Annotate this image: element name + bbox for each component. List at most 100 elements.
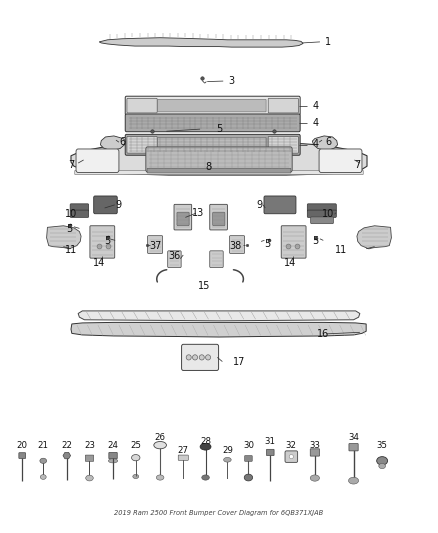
FancyBboxPatch shape xyxy=(264,196,296,214)
FancyBboxPatch shape xyxy=(19,453,25,458)
Text: 6: 6 xyxy=(325,137,332,147)
FancyBboxPatch shape xyxy=(178,455,188,461)
Ellipse shape xyxy=(377,457,388,465)
FancyBboxPatch shape xyxy=(76,149,119,173)
Polygon shape xyxy=(341,154,357,166)
FancyBboxPatch shape xyxy=(285,451,298,463)
Polygon shape xyxy=(100,136,126,150)
FancyBboxPatch shape xyxy=(147,168,291,173)
Text: 20: 20 xyxy=(17,441,28,450)
Text: 5: 5 xyxy=(67,224,73,234)
Text: 5: 5 xyxy=(313,237,319,246)
FancyBboxPatch shape xyxy=(311,217,333,224)
Ellipse shape xyxy=(199,355,204,360)
FancyBboxPatch shape xyxy=(127,98,157,113)
Polygon shape xyxy=(357,226,392,249)
Text: 28: 28 xyxy=(200,437,211,446)
FancyBboxPatch shape xyxy=(177,212,189,226)
Ellipse shape xyxy=(86,475,93,481)
Polygon shape xyxy=(71,142,367,175)
FancyBboxPatch shape xyxy=(319,149,362,173)
Text: 8: 8 xyxy=(205,162,212,172)
FancyBboxPatch shape xyxy=(94,196,117,214)
Text: 16: 16 xyxy=(317,329,329,340)
Text: 5: 5 xyxy=(216,124,222,134)
FancyBboxPatch shape xyxy=(70,204,88,211)
Text: 11: 11 xyxy=(65,245,77,255)
FancyBboxPatch shape xyxy=(109,453,117,459)
Ellipse shape xyxy=(289,455,293,459)
Text: 10: 10 xyxy=(65,209,77,219)
Ellipse shape xyxy=(205,355,211,360)
Polygon shape xyxy=(46,226,81,249)
Polygon shape xyxy=(63,453,71,459)
Ellipse shape xyxy=(109,459,118,463)
Text: 1: 1 xyxy=(325,37,332,47)
Polygon shape xyxy=(78,311,360,321)
FancyBboxPatch shape xyxy=(125,114,300,132)
FancyBboxPatch shape xyxy=(127,136,157,153)
Polygon shape xyxy=(81,154,97,166)
Polygon shape xyxy=(312,136,338,150)
Ellipse shape xyxy=(244,474,253,481)
Text: 29: 29 xyxy=(222,446,233,455)
FancyBboxPatch shape xyxy=(307,210,336,217)
Text: 15: 15 xyxy=(198,281,211,292)
Text: 23: 23 xyxy=(84,441,95,450)
FancyBboxPatch shape xyxy=(85,455,94,462)
Text: 30: 30 xyxy=(243,441,254,450)
FancyBboxPatch shape xyxy=(349,443,358,451)
Ellipse shape xyxy=(40,458,46,463)
Polygon shape xyxy=(71,322,366,337)
Text: 6: 6 xyxy=(119,137,125,147)
Text: 35: 35 xyxy=(377,441,388,450)
Text: 4: 4 xyxy=(313,118,319,128)
Text: 17: 17 xyxy=(233,357,245,367)
Ellipse shape xyxy=(40,475,46,479)
Ellipse shape xyxy=(310,475,319,481)
Text: 27: 27 xyxy=(178,446,189,455)
Text: 13: 13 xyxy=(192,208,204,218)
Text: 9: 9 xyxy=(115,200,121,210)
Ellipse shape xyxy=(379,463,385,469)
FancyBboxPatch shape xyxy=(281,226,306,258)
Text: 37: 37 xyxy=(149,240,161,251)
FancyBboxPatch shape xyxy=(266,449,274,456)
FancyBboxPatch shape xyxy=(158,138,266,152)
FancyBboxPatch shape xyxy=(210,251,223,268)
Text: 33: 33 xyxy=(309,441,320,450)
Ellipse shape xyxy=(349,477,359,484)
FancyBboxPatch shape xyxy=(213,212,225,226)
FancyBboxPatch shape xyxy=(125,134,300,155)
FancyBboxPatch shape xyxy=(310,449,319,456)
Text: 38: 38 xyxy=(230,240,242,251)
Text: 10: 10 xyxy=(322,209,335,219)
Ellipse shape xyxy=(131,455,140,461)
Text: 5: 5 xyxy=(264,239,271,249)
FancyBboxPatch shape xyxy=(168,251,181,268)
Text: 14: 14 xyxy=(93,259,105,269)
Text: 22: 22 xyxy=(61,441,72,450)
Text: 7: 7 xyxy=(68,160,74,170)
Text: 36: 36 xyxy=(169,251,181,261)
Text: 4: 4 xyxy=(313,139,319,149)
Ellipse shape xyxy=(202,475,209,480)
Text: 2019 Ram 2500 Front Bumper Cover Diagram for 6QB371XJAB: 2019 Ram 2500 Front Bumper Cover Diagram… xyxy=(114,510,324,516)
Text: 34: 34 xyxy=(348,433,359,442)
Ellipse shape xyxy=(156,475,164,480)
FancyBboxPatch shape xyxy=(158,99,266,112)
FancyBboxPatch shape xyxy=(268,136,298,153)
FancyBboxPatch shape xyxy=(70,210,88,217)
Ellipse shape xyxy=(186,355,191,360)
Ellipse shape xyxy=(193,355,198,360)
Text: 31: 31 xyxy=(265,437,276,446)
Text: 3: 3 xyxy=(229,76,235,86)
FancyBboxPatch shape xyxy=(182,344,219,370)
Text: 14: 14 xyxy=(284,259,297,269)
FancyBboxPatch shape xyxy=(245,456,252,462)
Ellipse shape xyxy=(224,457,231,462)
FancyBboxPatch shape xyxy=(268,98,298,113)
Ellipse shape xyxy=(133,474,139,479)
Text: 5: 5 xyxy=(104,237,111,246)
FancyBboxPatch shape xyxy=(148,236,162,254)
